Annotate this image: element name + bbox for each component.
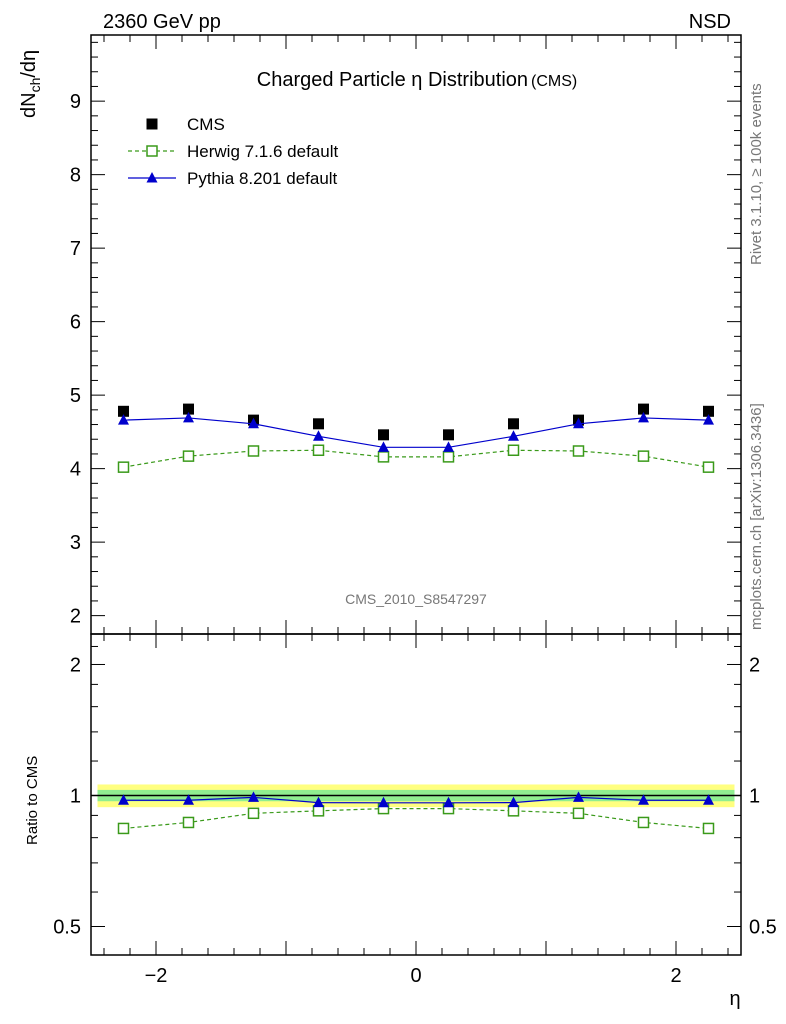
- ratio-data-point: [119, 823, 129, 833]
- ratio-series-0: [119, 804, 714, 834]
- legend-marker: [147, 146, 157, 156]
- main-y-tick-label: 4: [70, 459, 81, 481]
- main-data-point: [444, 452, 454, 462]
- main-series-1: [119, 445, 714, 472]
- ratio-data-point: [314, 806, 324, 816]
- ratio-data-point: [509, 806, 519, 816]
- ratio-y-label: Ratio to CMS: [24, 756, 41, 845]
- main-series-line: [124, 450, 709, 467]
- legend-item: Herwig 7.1.6 default: [128, 142, 338, 161]
- main-series-layer: [118, 404, 714, 473]
- main-data-point: [379, 452, 389, 462]
- ratio-y-tick-label: 0.5: [53, 916, 81, 938]
- ylabel-main: dN: [18, 92, 40, 118]
- x-tick-label: 0: [410, 965, 421, 987]
- main-y-tick-label: 8: [70, 165, 81, 187]
- main-data-point: [184, 451, 194, 461]
- main-data-point: [704, 462, 714, 472]
- ratio-y-tick-label-right: 2: [749, 654, 760, 676]
- main-data-point: [508, 418, 519, 429]
- ratio-y-tick-label: 1: [70, 785, 81, 807]
- ratio-data-point: [574, 808, 584, 818]
- header-right: NSD: [689, 11, 731, 33]
- main-title: Charged Particle η Distribution(CMS): [257, 69, 577, 91]
- rivet-label: Rivet 3.1.10, ≥ 100k events: [748, 83, 765, 265]
- main-series-line: [124, 418, 709, 447]
- main-series-0: [118, 404, 714, 441]
- main-y-tick-label: 3: [70, 532, 81, 554]
- ratio-series-line: [124, 809, 709, 829]
- mcplots-label: mcplots.cern.ch [arXiv:1306.3436]: [748, 403, 765, 630]
- main-data-point: [443, 429, 454, 440]
- legend-label: Herwig 7.1.6 default: [187, 142, 338, 161]
- main-series-2: [118, 412, 714, 452]
- main-data-point: [314, 445, 324, 455]
- ratio-data-point: [704, 823, 714, 833]
- ratio-data-point: [639, 817, 649, 827]
- main-data-point: [313, 418, 324, 429]
- main-data-point: [378, 429, 389, 440]
- main-y-tick-label: 2: [70, 606, 81, 628]
- legend-marker: [147, 119, 158, 130]
- main-data-point: [509, 445, 519, 455]
- ratio-data-point: [249, 808, 259, 818]
- x-tick-label: −2: [145, 965, 168, 987]
- main-y-tick-label: 6: [70, 312, 81, 334]
- ratio-y-tick-label-right: 0.5: [749, 916, 777, 938]
- ylabel-tail: /dη: [18, 50, 40, 78]
- main-data-point: [119, 462, 129, 472]
- main-y-tick-label: 7: [70, 238, 81, 260]
- main-data-point: [574, 446, 584, 456]
- ratio-data-point: [184, 817, 194, 827]
- legend-label: Pythia 8.201 default: [187, 169, 338, 188]
- main-y-label: dNch/dη: [18, 50, 43, 118]
- main-y-tick-label: 9: [70, 91, 81, 113]
- main-data-point: [249, 446, 259, 456]
- legend-item: Pythia 8.201 default: [128, 169, 338, 188]
- legend-label: CMS: [187, 115, 225, 134]
- legend-item: CMS: [147, 115, 225, 134]
- ylabel-sub: ch: [27, 78, 43, 93]
- header-left: 2360 GeV pp: [103, 11, 221, 33]
- title-text: Charged Particle η Distribution: [257, 69, 528, 91]
- ratio-y-tick-label-right: 1: [749, 785, 760, 807]
- legend-marker: [147, 172, 158, 183]
- legend: CMS Herwig 7.1.6 default Pythia 8.201 defa…: [128, 115, 338, 188]
- x-tick-label: 2: [670, 965, 681, 987]
- x-axis-label: η: [729, 988, 740, 1010]
- analysis-watermark: CMS_2010_S8547297: [345, 591, 487, 607]
- title-suffix: (CMS): [531, 73, 577, 90]
- main-y-tick-label: 5: [70, 385, 81, 407]
- ratio-y-tick-label: 2: [70, 654, 81, 676]
- main-data-point: [639, 451, 649, 461]
